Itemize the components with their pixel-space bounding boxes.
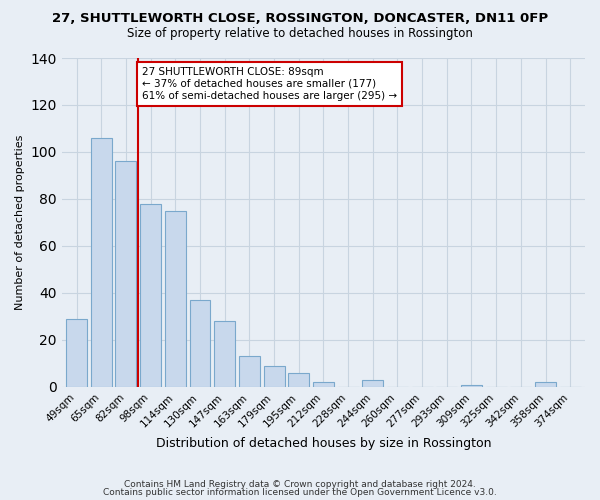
- Bar: [214, 321, 235, 387]
- Bar: [535, 382, 556, 387]
- Bar: [263, 366, 284, 387]
- X-axis label: Distribution of detached houses by size in Rossington: Distribution of detached houses by size …: [155, 437, 491, 450]
- Bar: [165, 210, 186, 387]
- Bar: [140, 204, 161, 387]
- Text: Contains public sector information licensed under the Open Government Licence v3: Contains public sector information licen…: [103, 488, 497, 497]
- Bar: [190, 300, 211, 387]
- Bar: [115, 162, 136, 387]
- Text: 27, SHUTTLEWORTH CLOSE, ROSSINGTON, DONCASTER, DN11 0FP: 27, SHUTTLEWORTH CLOSE, ROSSINGTON, DONC…: [52, 12, 548, 26]
- Text: Contains HM Land Registry data © Crown copyright and database right 2024.: Contains HM Land Registry data © Crown c…: [124, 480, 476, 489]
- Text: Size of property relative to detached houses in Rossington: Size of property relative to detached ho…: [127, 28, 473, 40]
- Bar: [461, 384, 482, 387]
- Y-axis label: Number of detached properties: Number of detached properties: [15, 135, 25, 310]
- Bar: [313, 382, 334, 387]
- Bar: [91, 138, 112, 387]
- Bar: [66, 319, 87, 387]
- Bar: [288, 373, 309, 387]
- Bar: [239, 356, 260, 387]
- Text: 27 SHUTTLEWORTH CLOSE: 89sqm
← 37% of detached houses are smaller (177)
61% of s: 27 SHUTTLEWORTH CLOSE: 89sqm ← 37% of de…: [142, 68, 397, 100]
- Bar: [362, 380, 383, 387]
